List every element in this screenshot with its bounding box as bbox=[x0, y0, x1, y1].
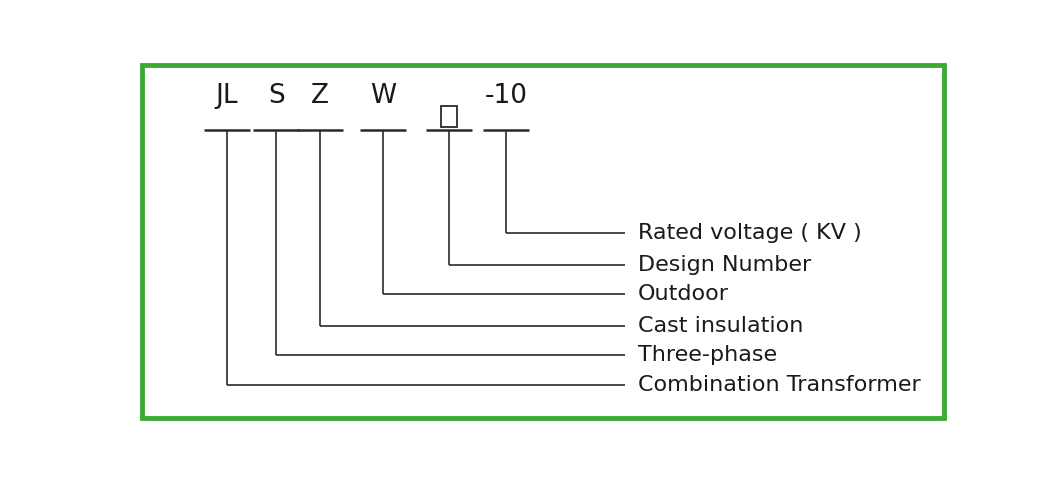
Text: Outdoor: Outdoor bbox=[638, 284, 728, 304]
Text: Cast insulation: Cast insulation bbox=[638, 315, 803, 336]
Text: W: W bbox=[370, 84, 396, 109]
Text: Rated voltage ( KV ): Rated voltage ( KV ) bbox=[638, 223, 862, 243]
Text: S: S bbox=[268, 84, 285, 109]
Text: Z: Z bbox=[311, 84, 329, 109]
Bar bbox=[441, 106, 457, 127]
Text: Three-phase: Three-phase bbox=[638, 345, 777, 365]
Text: Combination Transformer: Combination Transformer bbox=[638, 375, 920, 395]
Text: -10: -10 bbox=[484, 84, 528, 109]
Text: JL: JL bbox=[215, 84, 238, 109]
Text: Design Number: Design Number bbox=[638, 254, 811, 275]
